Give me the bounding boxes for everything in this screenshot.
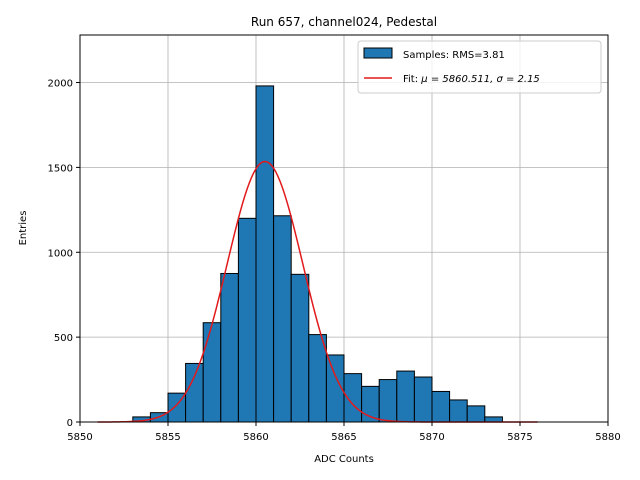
histogram-bar bbox=[220, 272, 239, 423]
x-tick-label: 5880 bbox=[595, 432, 620, 443]
histogram-bar bbox=[185, 362, 204, 423]
x-axis-ticks: 5850 5855 5860 5865 5870 5875 5880 bbox=[67, 422, 621, 443]
histogram-bar bbox=[308, 334, 327, 423]
histogram-bar bbox=[449, 399, 468, 423]
histogram-bar bbox=[237, 217, 257, 423]
chart-title: Run 657, channel024, Pedestal bbox=[251, 15, 437, 29]
x-tick-label: 5860 bbox=[243, 432, 268, 443]
histogram-bar bbox=[466, 405, 486, 423]
histogram-bars bbox=[132, 85, 503, 423]
legend-label-samples: Samples: RMS=3.81 bbox=[403, 50, 505, 61]
legend-swatch-samples bbox=[363, 47, 393, 59]
histogram-bar bbox=[273, 215, 292, 423]
legend: Samples: RMS=3.81 Fit: μ = 5860.511, σ =… bbox=[357, 40, 602, 94]
histogram-bar bbox=[413, 376, 433, 423]
histogram-bar bbox=[396, 370, 415, 423]
histogram-bar bbox=[202, 322, 222, 423]
x-tick-label: 5855 bbox=[155, 432, 180, 443]
legend-box bbox=[357, 40, 602, 94]
histogram-bar bbox=[378, 379, 398, 423]
histogram-bar bbox=[484, 416, 503, 423]
legend-label-fit: Fit: μ = 5860.511, σ = 2.15 bbox=[403, 74, 540, 85]
y-axis-label: Entries bbox=[18, 211, 29, 246]
histogram-bar bbox=[431, 390, 451, 423]
y-tick-label: 500 bbox=[54, 333, 73, 344]
histogram-bar bbox=[255, 85, 275, 423]
y-tick-label: 0 bbox=[67, 418, 73, 429]
y-tick-label: 1000 bbox=[48, 248, 73, 259]
x-tick-label: 5870 bbox=[419, 432, 444, 443]
y-axis-ticks: 0 500 1000 1500 2000 bbox=[48, 79, 80, 429]
histogram-bar bbox=[290, 273, 310, 423]
x-axis-label: ADC Counts bbox=[314, 454, 374, 465]
x-tick-label: 5865 bbox=[331, 432, 356, 443]
x-tick-label: 5875 bbox=[507, 432, 532, 443]
x-tick-label: 5850 bbox=[67, 432, 92, 443]
y-tick-label: 2000 bbox=[48, 79, 73, 90]
y-tick-label: 1500 bbox=[48, 163, 73, 174]
